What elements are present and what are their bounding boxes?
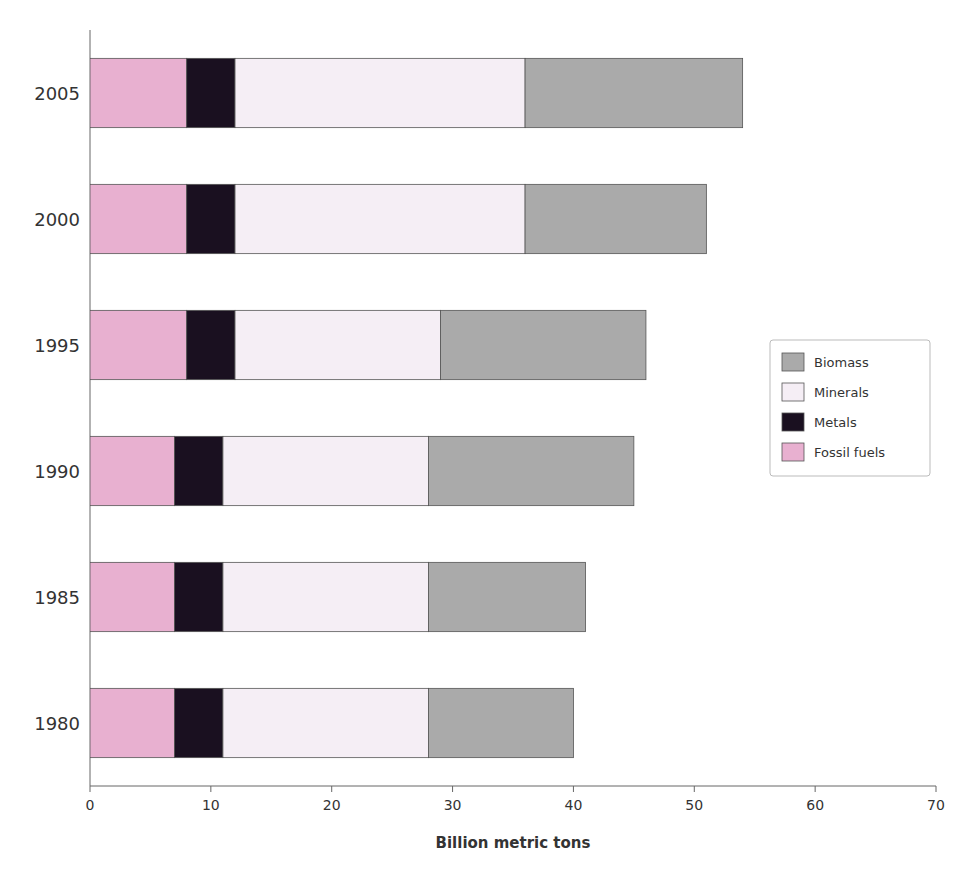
x-tick-label: 60: [806, 797, 824, 813]
x-axis: 0 10 20 30 40 50 60 70: [86, 786, 945, 813]
x-tick: [573, 786, 574, 792]
x-axis-label: Billion metric tons: [436, 834, 591, 852]
x-tick: [694, 786, 695, 792]
y-axis-line: [90, 30, 91, 786]
bars: [90, 58, 743, 757]
y-tick-label: 1995: [34, 335, 80, 356]
x-tick: [90, 786, 91, 792]
bar-segment: [428, 436, 633, 505]
x-tick-label: 40: [565, 797, 583, 813]
bar-segment: [235, 58, 525, 127]
x-tick-label: 0: [86, 797, 95, 813]
bar-segment: [428, 688, 573, 757]
legend-label: Metals: [814, 415, 857, 430]
bar-segment: [187, 310, 235, 379]
y-tick-label: 1980: [34, 713, 80, 734]
x-tick: [936, 786, 937, 792]
y-tick-label: 1990: [34, 461, 80, 482]
bar-segment: [90, 310, 187, 379]
chart-container: 010203040506070Billion metric tons198019…: [0, 0, 966, 876]
legend-box: [770, 340, 930, 476]
legend-swatch: [782, 443, 804, 461]
y-axis: 1980 1985 1990 1995 2000 2005: [34, 30, 90, 786]
bar-segment: [223, 436, 428, 505]
x-tick-label: 30: [444, 797, 462, 813]
x-tick: [331, 786, 332, 792]
bar-segment: [235, 310, 440, 379]
x-tick-label: 20: [323, 797, 341, 813]
bar-segment: [440, 310, 645, 379]
bar-segment: [90, 58, 187, 127]
x-axis-line: [90, 786, 936, 787]
x-tick-label: 50: [685, 797, 703, 813]
y-tick-label: 2005: [34, 83, 80, 104]
legend: Biomass Minerals Metals Fossil fuels: [770, 340, 930, 476]
bar-segment: [525, 184, 706, 253]
legend-swatch: [782, 413, 804, 431]
bar-segment: [223, 688, 428, 757]
bar-segment: [187, 184, 235, 253]
legend-swatch: [782, 383, 804, 401]
x-tick: [452, 786, 453, 792]
y-tick-label: 1985: [34, 587, 80, 608]
bar-segment: [187, 58, 235, 127]
bar-segment: [175, 436, 223, 505]
bar-segment: [525, 58, 743, 127]
legend-label: Biomass: [814, 355, 869, 370]
y-tick-label: 2000: [34, 209, 80, 230]
bar-segment: [175, 688, 223, 757]
x-tick: [210, 786, 211, 792]
bar-segment: [175, 562, 223, 631]
legend-swatch: [782, 353, 804, 371]
bar-segment: [90, 436, 175, 505]
bar-segment: [235, 184, 525, 253]
bar-segment: [428, 562, 585, 631]
x-tick: [815, 786, 816, 792]
x-tick-label: 70: [927, 797, 945, 813]
bar-segment: [223, 562, 428, 631]
x-tick-label: 10: [202, 797, 220, 813]
bar-segment: [90, 688, 175, 757]
chart-svg: 010203040506070Billion metric tons198019…: [0, 0, 966, 876]
legend-label: Minerals: [814, 385, 869, 400]
bar-segment: [90, 562, 175, 631]
bar-segment: [90, 184, 187, 253]
legend-label: Fossil fuels: [814, 445, 885, 460]
